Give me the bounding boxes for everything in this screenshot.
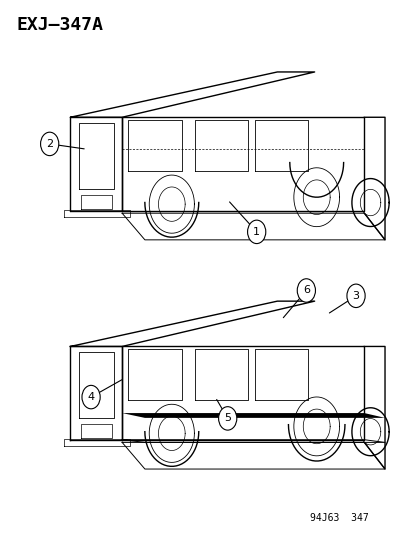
Text: 94J63  347: 94J63 347 xyxy=(309,513,368,523)
Circle shape xyxy=(247,220,265,244)
Circle shape xyxy=(297,279,315,302)
Circle shape xyxy=(346,284,364,308)
Text: 1: 1 xyxy=(253,227,259,237)
Circle shape xyxy=(82,385,100,409)
Text: 4: 4 xyxy=(87,392,95,402)
Text: 6: 6 xyxy=(302,286,309,295)
Text: EXJ–347A: EXJ–347A xyxy=(17,16,103,34)
Circle shape xyxy=(40,132,59,156)
Polygon shape xyxy=(122,413,384,418)
Text: 5: 5 xyxy=(224,414,230,423)
Text: 2: 2 xyxy=(46,139,53,149)
Circle shape xyxy=(218,407,236,430)
Text: 3: 3 xyxy=(352,291,358,301)
